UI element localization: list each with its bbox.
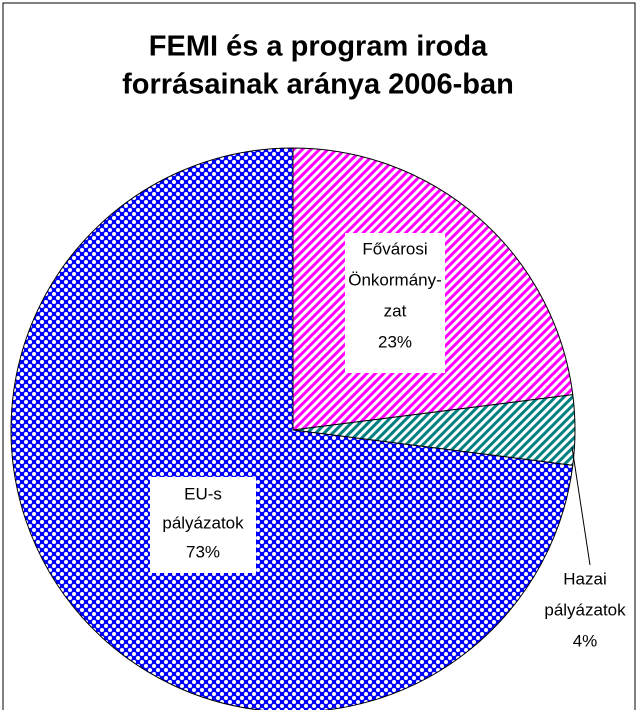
slice-label: pályázatok: [162, 513, 244, 532]
label-box: [150, 477, 256, 573]
slice-label: zat: [384, 301, 407, 320]
slice-label: Önkormány-: [348, 270, 442, 289]
slice-label: EU-s: [184, 484, 222, 503]
slice-label: Hazai: [563, 569, 606, 588]
leader-line: [571, 446, 591, 566]
value-label: 4%: [573, 631, 598, 650]
value-label: 23%: [378, 332, 412, 351]
label-box: [345, 233, 445, 373]
slice-label: Fővárosi: [362, 239, 427, 258]
value-label: 73%: [186, 542, 220, 561]
chart-title: FEMI és a program iroda: [149, 31, 488, 63]
chart-title: forrásainak aránya 2006-ban: [122, 69, 514, 101]
slice-label: pályázatok: [544, 600, 626, 619]
